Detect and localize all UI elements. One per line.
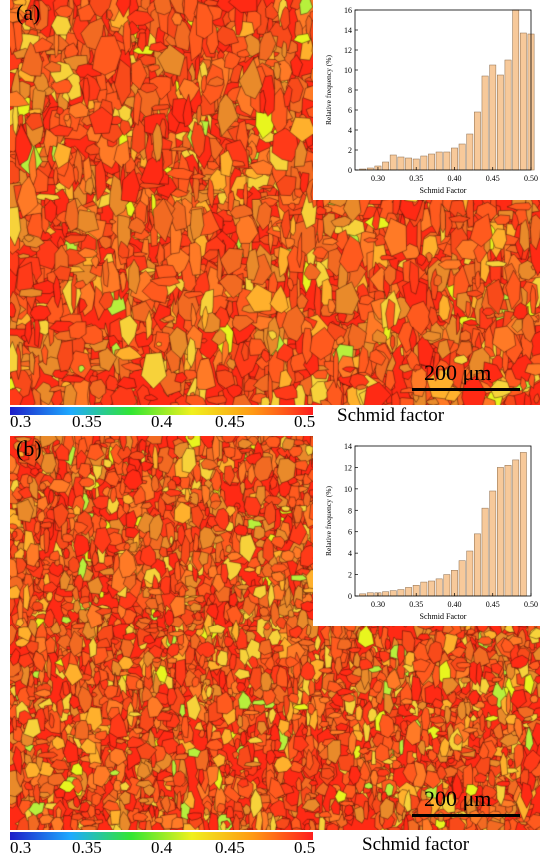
y-tick-label-7: 14 (344, 442, 352, 451)
bar-9 (428, 153, 435, 171)
bar-17 (489, 490, 497, 597)
colorbar-tick-b-2: 0.4 (151, 838, 173, 857)
bar-19 (504, 465, 512, 597)
y-tick-label-1: 2 (348, 146, 352, 155)
bar-20 (512, 9, 520, 171)
plot-frame (354, 9, 532, 171)
histogram-inset-b: 0 2 4 6 8 10 12 14 0.30 0.35 0.40 0.45 0.50 Schmid Fa… (313, 436, 540, 626)
y-tick-label-2: 4 (348, 549, 352, 558)
y-tick-label-5: 10 (344, 66, 352, 75)
colorbar-title-a: Schmid factor (337, 405, 445, 426)
bar-11 (443, 151, 451, 171)
colorbar-tick-a-3: 0.45 (215, 412, 245, 431)
colorbar-tick-b-0: 0.3 (10, 838, 32, 857)
x-axis-label: Schmid Factor (420, 612, 467, 621)
bar-15 (474, 533, 481, 597)
bar-4 (389, 154, 397, 171)
bar-15 (474, 111, 481, 171)
bar-3 (382, 591, 389, 597)
bar-21 (519, 32, 527, 171)
bar-12 (451, 147, 458, 171)
bar-17 (489, 64, 497, 171)
bar-6 (405, 157, 412, 171)
bar-14 (466, 133, 474, 171)
scale-bar-label-b: 200 μm (424, 786, 492, 811)
bar-1 (366, 592, 374, 597)
bar-3 (382, 161, 389, 171)
y-tick-label-6: 12 (344, 46, 352, 55)
scale-bar-label-a: 200 μm (424, 360, 492, 385)
x-tick-label-1: 0.35 (409, 174, 423, 183)
panel-a: 0 2 4 6 8 10 12 14 16 0.30 0.35 0.40 0.45 0.50 Schmid … (10, 0, 540, 432)
colorbar-tick-b-3: 0.45 (215, 838, 245, 857)
x-tick-label-1: 0.35 (409, 600, 423, 609)
x-tick-label-3: 0.45 (486, 174, 500, 183)
bar-12 (451, 570, 458, 597)
colorbar-title-b: Schmid factor (362, 834, 470, 855)
bar-21 (519, 452, 527, 597)
plot-frame (354, 445, 532, 597)
x-tick-label-2: 0.40 (447, 600, 461, 609)
colorbar-tick-a-0: 0.3 (10, 412, 32, 431)
histogram-inset-a: 0 2 4 6 8 10 12 14 16 0.30 0.35 0.40 0.45 0.50 Schmid … (313, 0, 540, 200)
x-tick-label-0: 0.30 (371, 174, 385, 183)
y-tick-label-8: 16 (344, 6, 352, 15)
x-tick-label-4: 0.50 (524, 600, 538, 609)
colorbar-tick-b-1: 0.35 (72, 838, 102, 857)
colorbar-tick-a-2: 0.4 (151, 412, 173, 431)
bar-6 (405, 587, 412, 597)
colorbar-tick-a-1: 0.35 (72, 412, 102, 431)
panel-label-a: (a) (16, 0, 41, 25)
scale-bar-b (412, 814, 520, 817)
panel-b: 0 2 4 6 8 10 12 14 0.30 0.35 0.40 0.45 0.50 Schmid Fa… (10, 436, 540, 866)
y-axis-label: Relative frequency (%) (324, 55, 333, 125)
colorbar-gradient-b (10, 832, 313, 840)
bar-20 (512, 459, 520, 597)
x-tick-label-3: 0.45 (486, 600, 500, 609)
bar-14 (466, 550, 474, 597)
scale-bar-a (412, 388, 520, 391)
bar-5 (397, 589, 405, 597)
y-tick-label-1: 2 (348, 571, 352, 580)
bar-16 (481, 507, 489, 597)
bar-10 (435, 578, 443, 597)
bar-19 (504, 59, 512, 171)
colorbar-tick-b-4: 0.5 (294, 838, 316, 857)
y-tick-label-7: 14 (344, 26, 352, 35)
y-tick-label-4: 8 (348, 86, 352, 95)
x-tick-label-2: 0.40 (447, 174, 461, 183)
y-tick-label-0: 0 (348, 166, 352, 175)
bar-9 (428, 580, 435, 597)
colorbar-gradient-a (10, 407, 313, 415)
bar-18 (497, 467, 504, 597)
y-axis-label: Relative frequency (%) (324, 486, 333, 556)
panel-label-b: (b) (16, 436, 42, 461)
bar-13 (458, 143, 466, 171)
x-tick-label-0: 0.30 (371, 600, 385, 609)
y-tick-label-3: 6 (348, 106, 352, 115)
bar-16 (481, 75, 489, 171)
x-tick-label-4: 0.50 (524, 174, 538, 183)
y-tick-label-4: 8 (348, 506, 352, 515)
y-tick-label-3: 6 (348, 528, 352, 537)
bar-4 (389, 590, 397, 597)
y-tick-label-5: 10 (344, 485, 352, 494)
histogram-a: 0 2 4 6 8 10 12 14 16 0.30 0.35 0.40 0.45 0.50 Schmid … (324, 6, 538, 195)
histogram-b: 0 2 4 6 8 10 12 14 0.30 0.35 0.40 0.45 0.50 Schmid Fa… (324, 442, 538, 621)
x-axis-label: Schmid Factor (420, 186, 467, 195)
colorbar-tick-a-4: 0.5 (294, 412, 316, 431)
y-tick-label-6: 12 (344, 463, 352, 472)
bar-10 (435, 151, 443, 171)
bar-8 (420, 155, 428, 171)
bar-13 (458, 560, 466, 597)
bar-8 (420, 581, 428, 597)
bar-5 (397, 156, 405, 171)
y-tick-label-2: 4 (348, 126, 352, 135)
y-tick-label-0: 0 (348, 592, 352, 601)
bar-18 (497, 74, 504, 171)
bar-11 (443, 574, 451, 597)
